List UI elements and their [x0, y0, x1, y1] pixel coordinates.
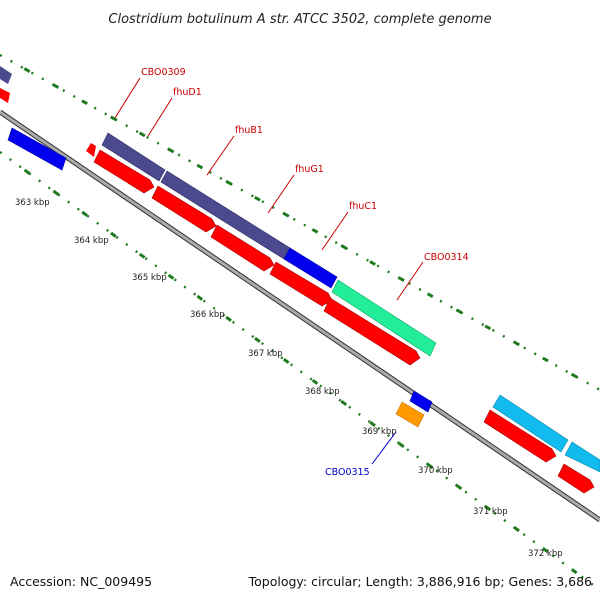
tick-label: 366 kbp — [190, 310, 225, 320]
ruler-major-tick — [282, 212, 290, 218]
ruler-major-tick — [254, 336, 261, 343]
ruler-major-tick — [455, 484, 463, 491]
ruler-major-tick — [23, 168, 31, 175]
label-fhuG1: fhuG1 — [295, 164, 324, 175]
ruler-major-tick — [138, 131, 146, 138]
ruler-major-tick — [340, 399, 348, 406]
ruler-major-tick — [81, 99, 88, 106]
ruler-major-tick — [398, 276, 405, 282]
label-CBO0314: CBO0314 — [424, 252, 469, 263]
tick-label: 367 kbp — [248, 349, 283, 359]
ruler-major-tick — [311, 228, 319, 234]
ruler-major-tick — [426, 463, 434, 470]
ruler-major-tick — [542, 547, 549, 554]
ruler-major-tick — [254, 195, 261, 202]
ruler-major-tick — [513, 340, 520, 347]
gene-label-leaders — [114, 77, 424, 465]
ruler-major-tick — [369, 260, 376, 266]
leader-fhuG1 — [267, 174, 295, 214]
ruler-major-tick — [340, 244, 348, 250]
summary-text: Topology: circular; Length: 3,886,916 bp… — [248, 574, 592, 589]
label-CBO0309: CBO0309 — [141, 67, 186, 78]
ruler-major-tick — [110, 231, 117, 238]
gene-red-4 — [269, 261, 333, 307]
ruler-major-tick — [513, 526, 520, 533]
ruler-major-tick — [81, 210, 88, 217]
ruler-major-tick — [484, 505, 492, 512]
backbone — [0, 110, 600, 522]
ruler-major-tick — [225, 315, 232, 322]
ruler-major-tick — [196, 163, 204, 170]
leader-CBO0309 — [114, 77, 141, 119]
gene-red-5 — [323, 297, 421, 366]
kbp-tick-labels: 363 kbp 364 kbp 365 kbp 366 kbp 367 kbp … — [15, 198, 563, 559]
ruler-major-tick — [398, 442, 405, 449]
gene-red-7 — [557, 463, 595, 494]
label-fhuC1: fhuC1 — [349, 201, 377, 212]
gene-red-1 — [93, 149, 155, 194]
leader-fhuB1 — [206, 135, 235, 176]
ruler-major-tick — [426, 292, 434, 298]
gene-CBO0309 — [86, 143, 96, 157]
ruler-major-tick — [369, 421, 376, 427]
gene-fhuD1 — [101, 132, 166, 182]
ruler-major-tick — [570, 568, 578, 575]
gene-right-cyan — [492, 394, 569, 453]
gene-red-6 — [483, 409, 557, 463]
ruler-major-tick — [570, 372, 578, 379]
reverse-strand-features — [93, 149, 595, 494]
gene-labels: CBO0309 fhuD1 fhuB1 fhuG1 fhuC1 CBO0314 … — [141, 67, 469, 478]
tick-label: 364 kbp — [74, 236, 109, 246]
ruler-major-tick — [311, 378, 319, 385]
gene-CBO0314 — [331, 279, 437, 357]
tick-label: 370 kbp — [418, 466, 453, 476]
inner-ruler — [0, 151, 600, 591]
ruler-major-tick — [542, 356, 549, 363]
label-CBO0315: CBO0315 — [325, 467, 370, 478]
ruler-major-tick — [52, 83, 60, 89]
leader-CBO0314 — [396, 261, 424, 301]
tick-label: 371 kbp — [473, 507, 508, 517]
label-fhuB1: fhuB1 — [235, 125, 263, 136]
gene-left-red-small — [0, 88, 10, 103]
ruler-major-tick — [23, 67, 31, 73]
forward-strand-features — [0, 66, 600, 473]
tick-label: 372 kbp — [528, 549, 563, 559]
gene-CBO0315 — [395, 401, 425, 428]
ruler-major-tick — [110, 115, 117, 122]
gene-red-2 — [151, 185, 217, 233]
tick-label: 369 kbp — [362, 427, 397, 437]
gene-inner-blue — [409, 390, 433, 413]
accession-text: Accession: NC_009495 — [10, 574, 152, 589]
map-title: Clostridium botulinum A str. ATCC 3502, … — [108, 12, 491, 27]
gene-red-3 — [210, 224, 275, 272]
tick-label: 363 kbp — [15, 198, 50, 208]
ruler-major-tick — [455, 308, 463, 315]
ruler-major-tick — [167, 273, 175, 280]
ruler-major-tick — [282, 357, 290, 364]
inner-ruler-major-ticks — [23, 168, 600, 592]
ruler-major-tick — [167, 147, 175, 154]
outer-ruler — [0, 53, 600, 392]
leader-CBO0315 — [371, 431, 397, 465]
ruler-major-tick — [225, 179, 232, 186]
gene-fhuC1 — [283, 247, 338, 289]
tick-label: 368 kbp — [305, 387, 340, 397]
leader-fhuD1 — [147, 97, 173, 137]
leader-fhuC1 — [321, 211, 349, 251]
label-fhuD1: fhuD1 — [173, 87, 202, 98]
ruler-major-tick — [52, 189, 60, 196]
gene-right-cyan-2 — [564, 441, 600, 473]
outer-ruler-major-ticks — [23, 67, 600, 392]
ruler-major-tick — [138, 252, 146, 259]
gene-left-blue — [7, 127, 67, 171]
ruler-major-tick — [484, 324, 492, 331]
tick-label: 365 kbp — [132, 273, 167, 283]
gene-feature-left-edge — [0, 66, 12, 84]
ruler-major-tick — [196, 294, 204, 301]
